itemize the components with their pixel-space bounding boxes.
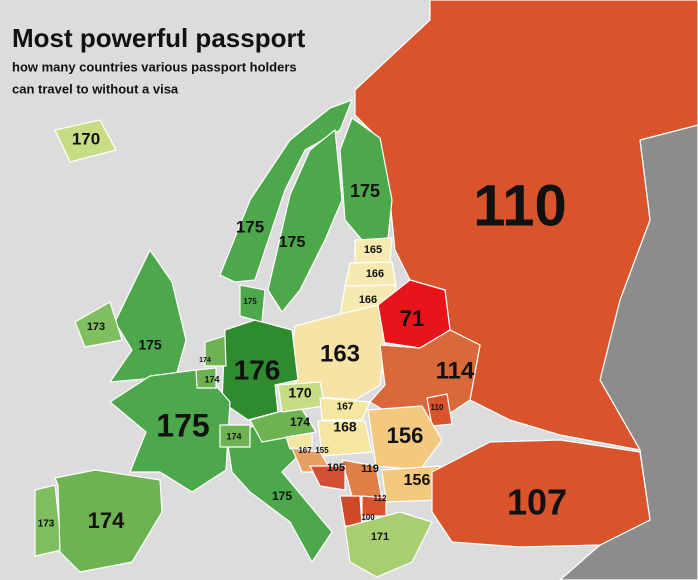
region-label: 174 [226, 431, 241, 441]
subtitle: can travel to without a visa [12, 81, 179, 96]
region [367, 405, 443, 471]
region-label: 176 [234, 354, 281, 385]
region-label: 167 [298, 446, 312, 455]
region-label: 174 [204, 374, 219, 384]
regions [34, 0, 698, 578]
region [195, 367, 217, 389]
region [74, 301, 123, 348]
region-label: 163 [320, 340, 360, 367]
region [204, 335, 227, 367]
region-label: 167 [337, 402, 354, 413]
region [221, 319, 299, 421]
region-label: 175 [236, 217, 264, 236]
region [344, 511, 433, 578]
region-label: 174 [290, 415, 310, 429]
region-label: 175 [138, 337, 162, 353]
region-label: 165 [364, 244, 382, 256]
subtitle: how many countries various passport hold… [12, 59, 297, 74]
region-label: 110 [473, 173, 567, 238]
region [109, 249, 187, 383]
labels: 110 175 175 175 165 166 166 71 163 114 110 176 175 17… [38, 129, 567, 542]
region [267, 129, 343, 313]
region-label: 171 [371, 531, 389, 543]
region [369, 329, 481, 421]
region-label: 173 [38, 519, 55, 530]
region [426, 393, 453, 427]
region [354, 0, 698, 451]
region-label: 166 [359, 294, 377, 306]
region-label: 105 [327, 462, 345, 474]
region [319, 397, 371, 421]
region [54, 469, 163, 573]
region-label: 100 [361, 513, 375, 522]
region-label: 175 [350, 181, 380, 201]
region-label: 175 [243, 297, 257, 306]
region-label: 107 [507, 482, 567, 523]
region-label: 156 [387, 423, 424, 448]
region-label: 110 [431, 403, 444, 412]
region-label: 173 [87, 321, 105, 333]
region-label: 174 [199, 357, 211, 364]
region-label: 119 [361, 463, 379, 475]
region [239, 284, 266, 323]
region [309, 465, 346, 491]
region [285, 432, 313, 450]
region-label: 71 [400, 306, 424, 331]
title: Most powerful passport [12, 23, 306, 53]
region [431, 439, 651, 548]
region-label: 175 [156, 407, 209, 443]
region-label: 155 [315, 446, 329, 455]
region-label: 174 [88, 508, 125, 533]
region-label: 156 [404, 472, 431, 489]
region-label: 175 [272, 489, 292, 503]
region-label: 168 [333, 419, 357, 435]
region-label: 170 [72, 129, 100, 148]
region [339, 117, 393, 241]
region [109, 369, 231, 493]
region [219, 424, 251, 448]
region-label: 114 [436, 357, 475, 384]
region [54, 119, 117, 163]
region-label: 175 [279, 234, 306, 251]
region [317, 420, 373, 457]
region-label: 166 [366, 268, 384, 280]
region-label: 170 [288, 385, 312, 401]
region-label: 112 [374, 494, 387, 503]
